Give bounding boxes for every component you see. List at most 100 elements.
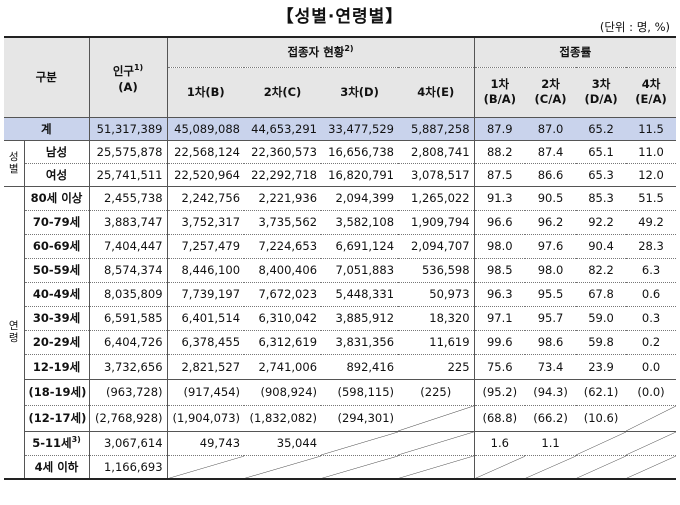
cell-r1: 91.3 bbox=[474, 186, 526, 211]
cell-pop: (2,768,928) bbox=[89, 405, 168, 432]
cell-r1: 1.6 bbox=[474, 431, 526, 456]
empty-cell bbox=[576, 455, 627, 480]
cell-d1: (1,904,073) bbox=[167, 405, 245, 432]
cell-d2: 6,312,619 bbox=[244, 330, 322, 355]
header-dose4: 4차(E) bbox=[398, 67, 475, 118]
cell-r1: (95.2) bbox=[474, 379, 526, 406]
row-label: 80세 이상 bbox=[24, 186, 90, 211]
cell-r1: 75.6 bbox=[474, 354, 526, 380]
cell-r3: 92.2 bbox=[576, 210, 627, 235]
cell-d1: 7,257,479 bbox=[167, 234, 245, 259]
empty-cell bbox=[244, 455, 322, 480]
group-sex: 성별 bbox=[4, 140, 25, 187]
cell-d4: 2,808,741 bbox=[398, 140, 475, 164]
empty-cell bbox=[474, 455, 526, 480]
cell-d1: (917,454) bbox=[167, 379, 245, 406]
empty-cell bbox=[576, 431, 627, 456]
page-title: 【성별·연령별】 bbox=[276, 7, 404, 27]
cell-pop: 25,575,878 bbox=[89, 140, 168, 164]
cell-r3: 59.8 bbox=[576, 330, 627, 355]
unit-note: (단위 : 명, %) bbox=[599, 20, 670, 34]
cell-r2: 98.0 bbox=[525, 258, 577, 283]
cell-pop: 2,455,738 bbox=[89, 186, 168, 211]
row-label: (18-19세) bbox=[23, 379, 90, 406]
cell-r4: 51.5 bbox=[626, 186, 677, 211]
cell-d4: 1,265,022 bbox=[398, 186, 475, 211]
cell-pop: 6,404,726 bbox=[89, 330, 168, 355]
cell-d3: 2,094,399 bbox=[321, 186, 399, 211]
empty-cell bbox=[525, 455, 577, 480]
vaccination-table: 구분 인구1) (A) 접종자 현황2) 접종률 1차(B) 2차(C) 3차(… bbox=[4, 36, 677, 480]
cell-d2: 7,224,653 bbox=[244, 234, 322, 259]
cell-r2: (94.3) bbox=[525, 379, 577, 406]
row-label: 계 bbox=[4, 117, 90, 141]
cell-d3: 16,820,791 bbox=[321, 163, 399, 187]
cell-d3: 3,582,108 bbox=[321, 210, 399, 235]
header-rate2: 2차 (C/A) bbox=[525, 67, 577, 118]
table-row-child: 4세 이하 1,166,693 bbox=[4, 455, 677, 480]
cell-pop: 7,404,447 bbox=[89, 234, 168, 259]
header-category: 구분 bbox=[4, 36, 90, 118]
cell-d4: 5,887,258 bbox=[398, 117, 475, 141]
cell-pop: 3,732,656 bbox=[89, 354, 168, 380]
table-row-age: 12-19세 3,732,656 2,821,527 2,741,006 892… bbox=[4, 354, 677, 380]
cell-r3: 82.2 bbox=[576, 258, 627, 283]
cell-r1: 96.6 bbox=[474, 210, 526, 235]
cell-d2: 3,735,562 bbox=[244, 210, 322, 235]
cell-r2: 73.4 bbox=[525, 354, 577, 380]
table-row-child: 5-11세3) 3,067,614 49,743 35,044 1.6 1.1 bbox=[4, 431, 677, 456]
empty-cell bbox=[321, 455, 399, 480]
header-rate4: 4차 (E/A) bbox=[626, 67, 677, 118]
row-label: 70-79세 bbox=[24, 210, 90, 235]
cell-r4: 12.0 bbox=[626, 163, 677, 187]
cell-r4: 0.3 bbox=[626, 306, 677, 331]
table-row-age: 30-39세 6,591,585 6,401,514 6,310,042 3,8… bbox=[4, 306, 677, 331]
cell-r3: (62.1) bbox=[576, 379, 627, 406]
cell-r4: 0.0 bbox=[626, 354, 677, 380]
cell-d1: 3,752,317 bbox=[167, 210, 245, 235]
row-label: 20-29세 bbox=[24, 330, 90, 355]
table-row-female: 여성 25,741,511 22,520,964 22,292,718 16,8… bbox=[4, 163, 677, 187]
empty-cell bbox=[398, 431, 475, 456]
cell-r4: 6.3 bbox=[626, 258, 677, 283]
cell-pop: 8,035,809 bbox=[89, 282, 168, 307]
empty-cell bbox=[398, 405, 475, 432]
cell-r2: 95.5 bbox=[525, 282, 577, 307]
table-row-age: 40-49세 8,035,809 7,739,197 7,672,023 5,4… bbox=[4, 282, 677, 307]
empty-cell bbox=[398, 455, 475, 480]
table-row-sub: (12-17세) (2,768,928) (1,904,073) (1,832,… bbox=[4, 405, 677, 432]
cell-r3: 65.1 bbox=[576, 140, 627, 164]
cell-d3: 6,691,124 bbox=[321, 234, 399, 259]
group-age: 연령 bbox=[4, 186, 25, 480]
cell-r2: 86.6 bbox=[525, 163, 577, 187]
cell-r3: (10.6) bbox=[576, 405, 627, 432]
cell-d1: 45,089,088 bbox=[167, 117, 245, 141]
cell-r2: (66.2) bbox=[525, 405, 577, 432]
cell-r1: 96.3 bbox=[474, 282, 526, 307]
cell-d3: 5,448,331 bbox=[321, 282, 399, 307]
cell-d3: 892,416 bbox=[321, 354, 399, 380]
cell-r3: 59.0 bbox=[576, 306, 627, 331]
empty-cell bbox=[626, 431, 677, 456]
cell-r4: 0.2 bbox=[626, 330, 677, 355]
table-row-age: 연령 80세 이상 2,455,738 2,242,756 2,221,936 … bbox=[4, 186, 677, 480]
cell-r4: 11.5 bbox=[626, 117, 677, 141]
cell-r3: 85.3 bbox=[576, 186, 627, 211]
cell-d2: 2,221,936 bbox=[244, 186, 322, 211]
table-row-total: 계 51,317,389 45,089,088 44,653,291 33,47… bbox=[4, 117, 677, 141]
header-dose1: 1차(B) bbox=[167, 67, 245, 118]
cell-pop: 6,591,585 bbox=[89, 306, 168, 331]
cell-d1: 22,568,124 bbox=[167, 140, 245, 164]
cell-pop: 25,741,511 bbox=[89, 163, 168, 187]
table-row-sub: (18-19세) (963,728) (917,454) (908,924) (… bbox=[4, 379, 677, 406]
row-label: 5-11세3) bbox=[24, 431, 90, 456]
cell-pop: 3,883,747 bbox=[89, 210, 168, 235]
cell-d2: 7,672,023 bbox=[244, 282, 322, 307]
cell-r1: 98.0 bbox=[474, 234, 526, 259]
row-label: 남성 bbox=[24, 140, 90, 164]
table-row-age: 70-79세 3,883,747 3,752,317 3,735,562 3,5… bbox=[4, 210, 677, 235]
cell-d1: 2,821,527 bbox=[167, 354, 245, 380]
table-row-age: 20-29세 6,404,726 6,378,455 6,312,619 3,8… bbox=[4, 330, 677, 355]
empty-cell bbox=[167, 455, 245, 480]
cell-d4: 11,619 bbox=[398, 330, 475, 355]
